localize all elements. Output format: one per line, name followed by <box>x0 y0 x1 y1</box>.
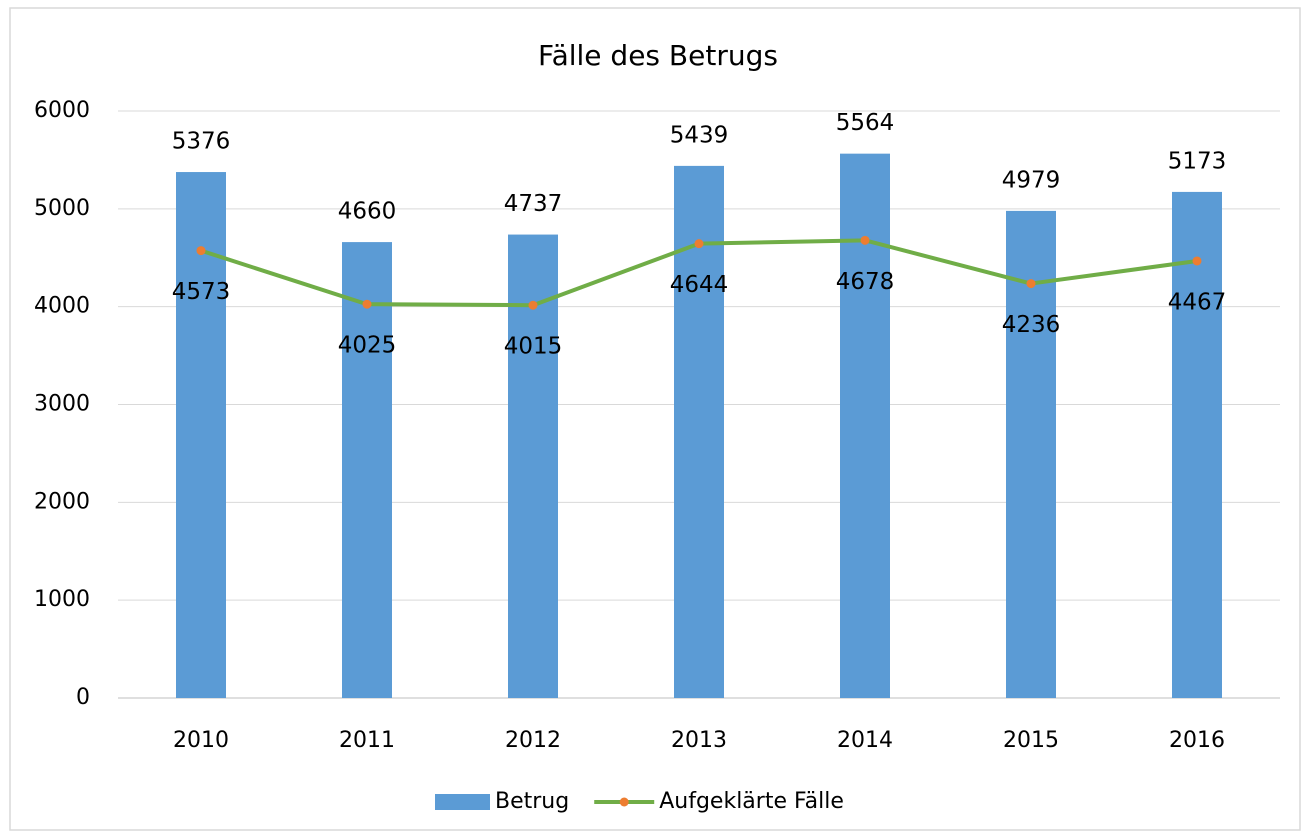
bar <box>176 172 226 699</box>
data-label: 4015 <box>504 334 563 360</box>
line-marker <box>362 299 372 309</box>
line-marker <box>694 239 704 249</box>
x-tick-label: 2012 <box>505 728 561 753</box>
data-label: 4025 <box>338 333 397 359</box>
data-label: 5439 <box>670 122 729 148</box>
bar <box>840 153 890 698</box>
data-label: 5173 <box>1168 148 1227 174</box>
bar <box>674 165 724 698</box>
x-tick-label: 2010 <box>173 728 229 753</box>
line-marker <box>860 235 870 245</box>
legend-label: Aufgeklärte Fälle <box>659 789 844 814</box>
data-label: 5376 <box>172 129 231 155</box>
y-tick-label: 2000 <box>34 489 90 514</box>
data-label: 4678 <box>836 269 895 295</box>
data-label: 4573 <box>172 279 231 305</box>
data-label: 4236 <box>1002 312 1061 338</box>
data-label: 4737 <box>504 191 563 217</box>
bar <box>508 234 558 698</box>
line-marker <box>528 300 538 310</box>
data-label: 4467 <box>1168 289 1227 315</box>
x-tick-label: 2011 <box>339 728 395 753</box>
x-tick-label: 2014 <box>837 728 893 753</box>
x-tick-label: 2013 <box>671 728 727 753</box>
line-marker <box>1026 279 1036 289</box>
legend-marker <box>619 797 629 807</box>
data-label: 4644 <box>670 272 729 298</box>
y-tick-label: 6000 <box>34 98 90 123</box>
y-tick-label: 0 <box>76 685 90 710</box>
y-tick-label: 4000 <box>34 294 90 319</box>
bar <box>1172 191 1222 698</box>
y-tick-label: 3000 <box>34 392 90 417</box>
y-tick-label: 1000 <box>34 587 90 612</box>
data-label: 5564 <box>836 110 895 136</box>
x-tick-label: 2016 <box>1169 728 1225 753</box>
data-label: 4660 <box>338 199 397 225</box>
y-tick-label: 5000 <box>34 196 90 221</box>
x-tick-label: 2015 <box>1003 728 1059 753</box>
line-marker <box>196 246 206 256</box>
line-marker <box>1192 256 1202 266</box>
bar <box>342 242 392 698</box>
chart-title: Fälle des Betrugs <box>538 39 778 72</box>
data-label: 4979 <box>1002 167 1061 193</box>
legend-label: Betrug <box>495 789 569 814</box>
legend-swatch <box>435 794 490 810</box>
bar <box>1006 210 1056 699</box>
